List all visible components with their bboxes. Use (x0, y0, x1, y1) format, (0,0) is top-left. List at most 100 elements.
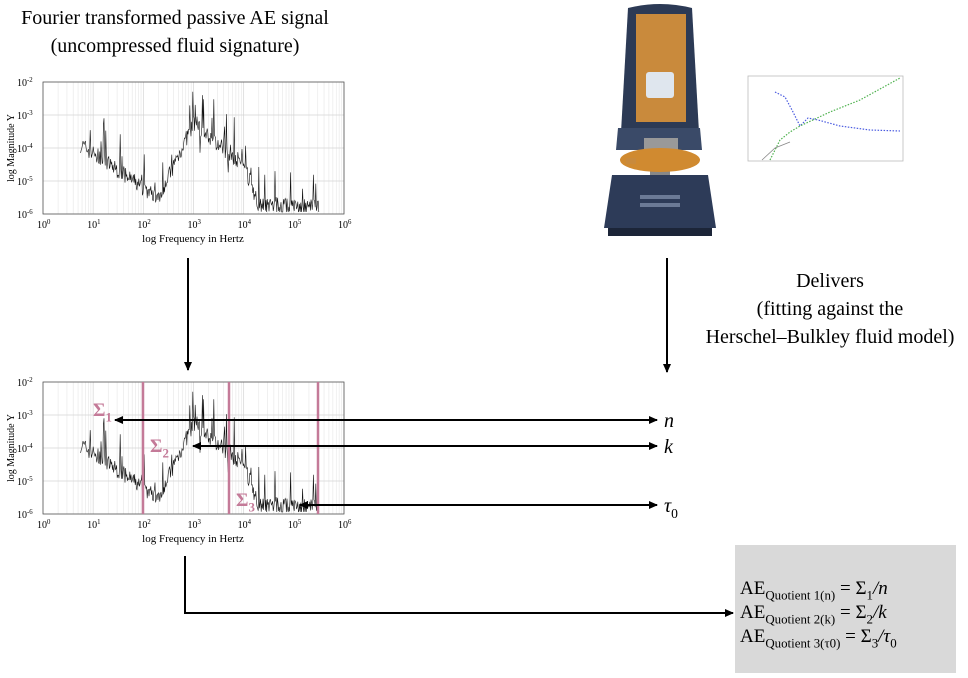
formula-part: AE (740, 578, 765, 599)
x-axis-label: log Frequency in Hertz (142, 533, 244, 545)
formula-part: AE (740, 626, 765, 647)
y-tick-label-part: -3 (27, 410, 33, 417)
parameter-label-part: n (664, 410, 674, 432)
x-tick-label-part: 1 (97, 219, 100, 226)
x-tick-label-part: 10 (238, 220, 248, 231)
x-tick-label-part: 0 (47, 219, 51, 226)
x-tick-label-part: 10 (238, 520, 248, 531)
y-tick-label-part: 10 (17, 111, 27, 122)
formula-part: 3 (872, 636, 878, 651)
x-tick-label-part: 10 (37, 520, 47, 531)
x-tick-label-part: 5 (298, 219, 302, 226)
x-tick-label-part: 3 (198, 519, 202, 526)
formula-part: Quotient 2(k) (765, 612, 835, 627)
delivers-line: Delivers (796, 270, 864, 292)
y-tick-label-part: -4 (27, 443, 33, 450)
y-tick-label-part: -6 (27, 209, 33, 216)
rheometer-image (604, 4, 716, 236)
spectrum-plot (42, 381, 345, 515)
x-tick-label-part: 2 (147, 219, 151, 226)
sigma-label-part: 2 (162, 446, 168, 461)
y-tick-label: 10-4 (17, 143, 33, 155)
sigma-label: Σ1 (93, 400, 112, 425)
sigma-label: Σ3 (236, 490, 255, 515)
x-tick-label-part: 4 (248, 519, 252, 526)
y-tick-label-part: -4 (27, 143, 33, 150)
y-tick-label: 10-5 (17, 476, 33, 488)
x-tick-label-part: 2 (147, 519, 151, 526)
header-line: (uncompressed fluid signature) (51, 35, 300, 57)
x-tick-label-part: 10 (288, 520, 298, 531)
y-tick-label: 10-5 (17, 176, 33, 188)
x-tick-label: 102 (137, 519, 151, 531)
y-tick-label-part: 10 (17, 510, 27, 521)
parameter-label-part: τ (664, 495, 672, 517)
spectrum-trace (80, 91, 320, 213)
y-tick-label: 10-3 (17, 110, 33, 122)
x-tick-label: 100 (37, 519, 51, 531)
x-tick-label-part: 10 (188, 520, 198, 531)
plot-frame (42, 81, 345, 215)
x-tick-label-part: 6 (348, 519, 352, 526)
y-tick-label-part: 10 (17, 378, 27, 389)
formula: AEQuotient 3(τ0) = Σ3/τ0 (740, 626, 897, 651)
delivers-line: (fitting against the (757, 298, 904, 320)
formula-part: Quotient 3(τ0) (765, 636, 840, 651)
header-line: Fourier transformed passive AE signal (21, 7, 329, 29)
x-tick-label-part: 5 (298, 519, 302, 526)
x-tick-label-part: 10 (87, 220, 97, 231)
x-tick-label-part: 10 (188, 220, 198, 231)
y-tick-label-part: -5 (27, 176, 33, 183)
formula-part: = Σ (835, 578, 866, 599)
x-tick-label: 104 (238, 219, 252, 231)
x-tick-label: 103 (188, 519, 202, 531)
x-tick-label-part: 10 (137, 220, 147, 231)
y-tick-label: 10-2 (17, 377, 33, 389)
x-tick-label-part: 10 (338, 220, 348, 231)
formula-part: AE (740, 602, 765, 623)
y-tick-label: 10-6 (17, 209, 33, 221)
sigma-label-part: Σ (150, 436, 162, 457)
parameter-label: k (664, 436, 674, 458)
x-axis-label: log Frequency in Hertz (142, 233, 244, 245)
parameter-label: τ0 (664, 495, 678, 521)
y-tick-label-part: 10 (17, 411, 27, 422)
x-tick-label: 106 (338, 519, 352, 531)
y-tick-label: 10-4 (17, 443, 33, 455)
inset-chart-image (747, 75, 904, 162)
parameter-label: n (664, 410, 674, 432)
formula-part: Quotient 1(n) (765, 588, 835, 603)
sigma-label: Σ2 (150, 436, 169, 461)
formula: AEQuotient 1(n) = Σ1/n (740, 578, 888, 603)
x-tick-label-part: 10 (87, 520, 97, 531)
x-tick-label: 101 (87, 219, 100, 231)
x-tick-label-part: 3 (198, 219, 202, 226)
y-tick-label: 10-6 (17, 509, 33, 521)
y-axis-label: log Magnitude Y (6, 414, 17, 482)
y-tick-label-part: 10 (17, 177, 27, 188)
formula-part: /k (872, 602, 887, 623)
sigma-label-part: Σ (93, 400, 105, 421)
formula-part: /n (872, 578, 888, 599)
formula-part: = Σ (835, 602, 866, 623)
sigma-label-part: 3 (248, 500, 255, 515)
x-tick-label: 105 (288, 519, 302, 531)
delivers-line: Herschel–Bulkley fluid model) (706, 326, 955, 348)
x-tick-label-part: 0 (47, 519, 51, 526)
x-tick-label: 102 (137, 219, 151, 231)
x-tick-label: 100 (37, 219, 51, 231)
x-tick-label-part: 10 (137, 520, 147, 531)
spectrum-plot (42, 81, 345, 215)
formula-part: 2 (867, 612, 873, 627)
x-tick-label-part: 10 (338, 520, 348, 531)
formula-part: = Σ (840, 626, 871, 647)
formula: AEQuotient 2(k) = Σ2/k (740, 602, 887, 627)
y-tick-label-part: -3 (27, 110, 33, 117)
x-tick-label-part: 6 (348, 219, 352, 226)
y-tick-label-part: -5 (27, 476, 33, 483)
x-tick-label: 105 (288, 219, 302, 231)
y-tick-label-part: -2 (27, 77, 33, 84)
y-tick-label-part: -2 (27, 377, 33, 384)
y-tick-label: 10-2 (17, 77, 33, 89)
y-tick-label-part: 10 (17, 78, 27, 89)
